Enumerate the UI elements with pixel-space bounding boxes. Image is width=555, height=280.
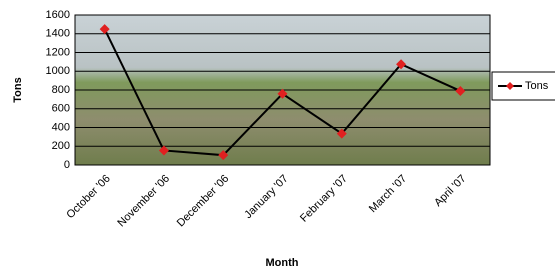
y-tick-label: 600	[52, 103, 70, 115]
legend-label: Tons	[525, 80, 549, 92]
y-tick-label: 800	[52, 84, 70, 96]
y-tick-label: 400	[52, 121, 70, 133]
x-tick-label: January '07	[242, 173, 290, 221]
x-tick-label: November '06	[115, 173, 172, 230]
x-tick-label: March '07	[367, 173, 409, 215]
x-tick-label: April '07	[432, 173, 468, 209]
y-axis-label: Tons	[12, 77, 24, 102]
y-tick-label: 1600	[46, 9, 70, 21]
y-tick-label: 0	[64, 159, 70, 171]
x-tick-label: December '06	[175, 173, 232, 230]
y-tick-label: 200	[52, 140, 70, 152]
y-tick-label: 1000	[46, 65, 70, 77]
y-tick-label: 1400	[46, 28, 70, 40]
x-tick-label: February '07	[298, 173, 350, 225]
chart: Tons Month 0 200 400 600 800 1000 1200 1400 1600…	[0, 0, 555, 280]
y-tick-label: 1200	[46, 46, 70, 58]
x-tick-label: October '06	[64, 173, 112, 221]
x-axis-label: Month	[266, 257, 299, 269]
